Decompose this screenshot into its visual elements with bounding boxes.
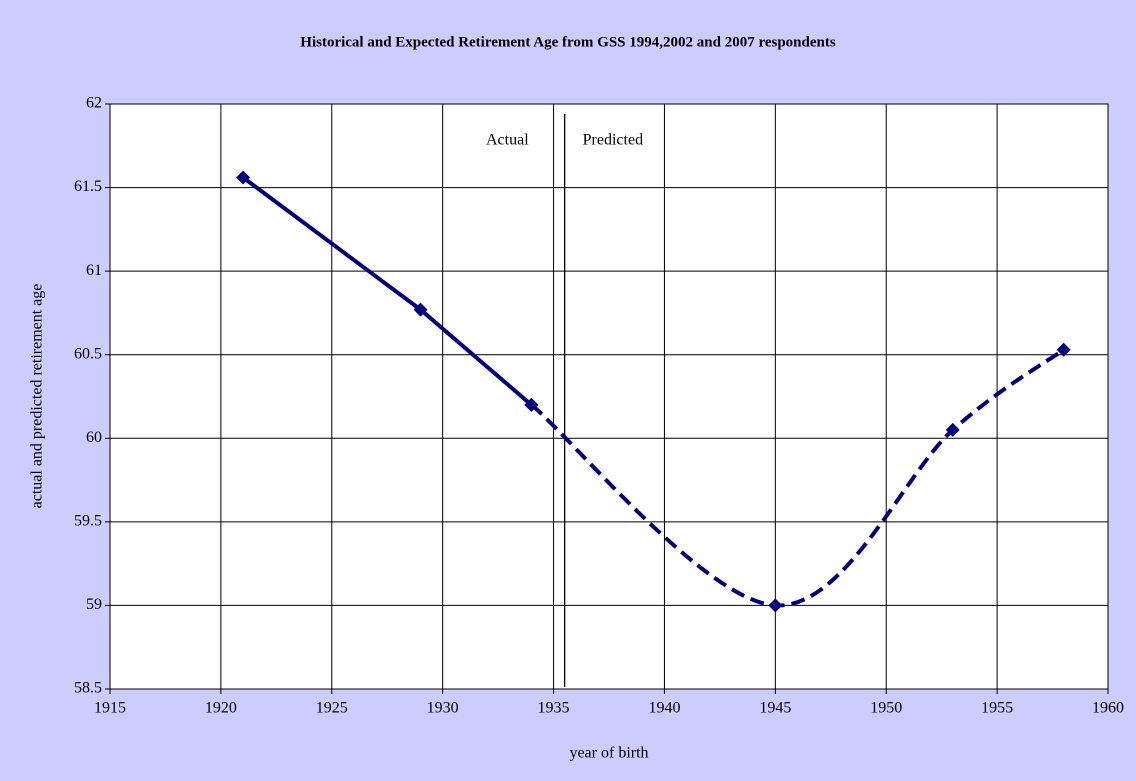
x-tick-label: 1955 (981, 700, 1013, 717)
y-tick-label: 61.5 (74, 178, 102, 195)
y-tick-label: 62 (86, 95, 102, 112)
data-point (945, 422, 960, 437)
data-point (768, 598, 783, 613)
x-tick-label: 1920 (205, 700, 237, 717)
data-point (236, 170, 251, 185)
annotation: Actual (486, 132, 529, 149)
annotation: Predicted (583, 132, 643, 149)
x-tick-label: 1925 (316, 700, 348, 717)
data-point (413, 302, 428, 317)
x-tick-label: 1930 (427, 700, 459, 717)
x-tick-label: 1915 (94, 700, 126, 717)
x-tick-label: 1960 (1092, 700, 1124, 717)
series-line (530, 348, 1065, 608)
y-tick-label: 60.5 (74, 345, 102, 362)
x-axis-label: year of birth (569, 745, 648, 762)
data-point (524, 397, 539, 412)
x-tick-label: 1940 (648, 700, 680, 717)
x-tick-label: 1935 (538, 700, 570, 717)
y-tick-label: 61 (86, 262, 102, 279)
y-tick-label: 60 (86, 429, 102, 446)
y-tick-label: 59 (86, 596, 102, 613)
chart-title: Historical and Expected Retirement Age f… (300, 34, 836, 50)
x-tick-label: 1945 (759, 700, 791, 717)
plot-border (109, 103, 1109, 690)
data-point (1056, 342, 1071, 357)
y-tick-label: 59.5 (74, 513, 102, 530)
y-tick-label: 58.5 (74, 680, 102, 697)
y-axis-label: actual and predicted retirement age (29, 284, 46, 509)
x-tick-label: 1950 (870, 700, 902, 717)
